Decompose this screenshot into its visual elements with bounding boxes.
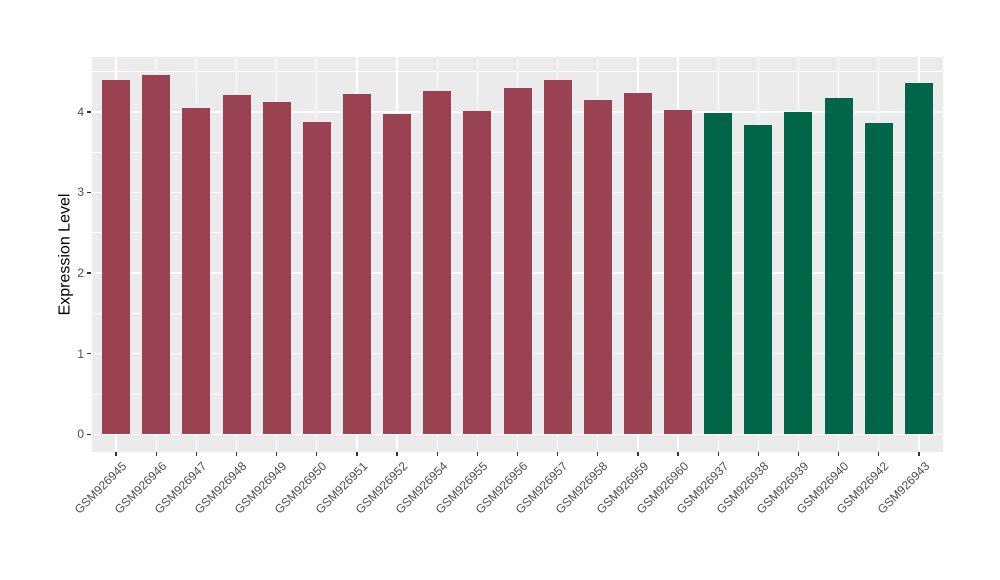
y-tick-label: 2 bbox=[77, 266, 84, 281]
bar-GSM926954 bbox=[423, 90, 452, 435]
y-tick-label: 4 bbox=[77, 104, 84, 119]
x-tick-mark bbox=[637, 452, 639, 456]
x-tick-mark bbox=[476, 452, 479, 456]
bar-GSM926948 bbox=[222, 94, 251, 435]
bar-GSM926959 bbox=[623, 93, 652, 435]
x-tick-mark bbox=[396, 452, 398, 456]
bar-GSM926942 bbox=[864, 123, 893, 435]
x-tick-mark bbox=[677, 452, 679, 456]
y-tick-label: 1 bbox=[77, 346, 84, 361]
x-tick-mark bbox=[757, 452, 760, 456]
bar-GSM926955 bbox=[463, 111, 492, 435]
bar-GSM926946 bbox=[142, 74, 171, 435]
x-tick-mark bbox=[797, 452, 800, 456]
x-tick-mark bbox=[356, 452, 358, 456]
bar-GSM926947 bbox=[182, 107, 211, 435]
bar-GSM926938 bbox=[744, 124, 773, 435]
bar-GSM926945 bbox=[102, 80, 131, 435]
x-tick-mark bbox=[597, 452, 599, 456]
bar-GSM926940 bbox=[824, 98, 853, 435]
bar-GSM926937 bbox=[704, 113, 733, 435]
y-tick-mark bbox=[87, 272, 91, 274]
bar-GSM926952 bbox=[383, 114, 412, 435]
x-tick-mark bbox=[557, 452, 559, 456]
y-tick-label: 3 bbox=[77, 185, 84, 200]
bar-GSM926943 bbox=[904, 82, 933, 435]
plot-panel bbox=[92, 57, 943, 452]
bar-GSM926951 bbox=[342, 94, 371, 435]
y-tick-label: 0 bbox=[77, 427, 84, 442]
x-tick-mark bbox=[235, 452, 238, 456]
y-tick-mark bbox=[87, 111, 91, 113]
x-tick-mark bbox=[878, 452, 880, 456]
bar-GSM926958 bbox=[583, 99, 612, 435]
bar-GSM926950 bbox=[302, 122, 331, 435]
x-tick-mark bbox=[436, 452, 438, 456]
x-tick-mark bbox=[316, 452, 318, 456]
x-tick-mark bbox=[115, 452, 117, 456]
y-tick-mark bbox=[87, 433, 91, 435]
x-tick-mark bbox=[918, 452, 920, 456]
x-tick-mark bbox=[717, 452, 719, 456]
x-tick-mark bbox=[155, 452, 157, 456]
y-tick-mark bbox=[87, 191, 91, 194]
bar-GSM926957 bbox=[543, 79, 572, 435]
y-tick-mark bbox=[87, 353, 91, 355]
x-tick-mark bbox=[195, 452, 198, 456]
bar-GSM926960 bbox=[664, 110, 693, 435]
bar-GSM926939 bbox=[784, 111, 813, 435]
bar-GSM926956 bbox=[503, 88, 532, 435]
bar-GSM926949 bbox=[262, 102, 291, 435]
x-tick-mark bbox=[838, 452, 840, 456]
x-tick-mark bbox=[276, 452, 278, 456]
x-tick-mark bbox=[516, 452, 519, 456]
